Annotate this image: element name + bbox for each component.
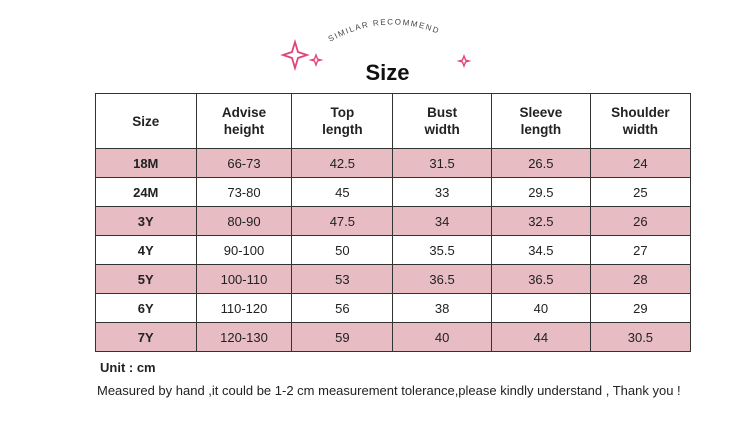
cell: 47.5 [291, 206, 394, 236]
cell: 4Y [95, 235, 197, 265]
cell: 66-73 [195, 148, 293, 178]
row: 4Y 90-100 50 35.5 34.5 27 [95, 235, 692, 265]
cell: 73-80 [195, 177, 293, 207]
cell: 50 [291, 235, 394, 265]
cell: 7Y [95, 322, 197, 352]
title: Size [365, 60, 410, 85]
cell: 36.5 [392, 264, 492, 294]
header-text: Shoulder [611, 105, 670, 120]
cell: 25 [589, 177, 692, 207]
cell: 24 [589, 148, 692, 178]
cell: 120-130 [195, 322, 293, 352]
cell: 33 [392, 177, 492, 207]
header-text: height [223, 122, 265, 137]
header-cell: Size [95, 93, 197, 149]
cell: 45 [291, 177, 394, 207]
header-text: length [322, 122, 363, 137]
sparkle [280, 38, 310, 72]
header-text: width [622, 122, 659, 137]
cell: 24M [95, 177, 197, 207]
cell: 59 [291, 322, 394, 352]
row: 18M 66-73 42.5 31.5 26.5 24 [95, 148, 692, 178]
cell: 18M [95, 148, 197, 178]
cell: 6Y [95, 293, 197, 323]
cell: 42.5 [291, 148, 394, 178]
header-row: Size Advise height Top length Bust width Sleeve… [95, 93, 692, 149]
header-text: Bust [427, 105, 458, 120]
header-text: Sleeve [519, 105, 563, 120]
cell: 40 [490, 293, 591, 323]
decoration: SIMILAR RECOMMEND [280, 17, 472, 72]
header-text: Top [330, 105, 355, 120]
cell: 44 [490, 322, 591, 352]
header-cell: Advise height [195, 93, 293, 149]
row: 6Y 110-120 56 38 40 29 [95, 293, 692, 323]
cell: 38 [392, 293, 492, 323]
row: 5Y 100-110 53 36.5 36.5 28 [95, 264, 692, 294]
row: 24M 73-80 45 33 29.5 25 [95, 177, 692, 207]
tagline-path: SIMILAR RECOMMEND [327, 17, 440, 43]
cell: 34 [392, 206, 492, 236]
cell: 26 [589, 206, 692, 236]
header-cell: Top length [291, 93, 394, 149]
cell: 29.5 [490, 177, 591, 207]
header-text: Size [132, 113, 160, 129]
cell: 110-120 [195, 293, 293, 323]
header-text: width [424, 122, 460, 137]
size-table: Size Advise height Top length Bust width Sleeve… [95, 93, 692, 352]
cell: 3Y [95, 206, 197, 236]
header-text: length [520, 122, 562, 137]
note: Measured by hand ,it could be 1-2 cm mea… [97, 383, 681, 398]
cell: 35.5 [392, 235, 492, 265]
cell: 29 [589, 293, 692, 323]
row: 7Y 120-130 59 40 44 30.5 [95, 322, 692, 352]
unit: Unit : cm [100, 360, 156, 375]
cell: 28 [589, 264, 692, 294]
cell: 80-90 [195, 206, 293, 236]
cell: 56 [291, 293, 394, 323]
cell: 5Y [95, 264, 197, 294]
header-cell: Bust width [392, 93, 492, 149]
cell: 36.5 [490, 264, 591, 294]
cell: 30.5 [589, 322, 692, 352]
cell: 27 [589, 235, 692, 265]
cell: 53 [291, 264, 394, 294]
header-cell: Shoulder width [589, 93, 692, 149]
cell: 100-110 [195, 264, 293, 294]
tagline: SIMILAR RECOMMEND [327, 17, 442, 43]
header-cell: Sleeve length [490, 93, 591, 149]
cell: 32.5 [490, 206, 591, 236]
sparkle [308, 53, 324, 67]
cell: 34.5 [490, 235, 591, 265]
cell: 40 [392, 322, 492, 352]
sparkle [456, 54, 472, 68]
cell: 90-100 [195, 235, 293, 265]
header-text: Advise [221, 105, 267, 120]
row: 3Y 80-90 47.5 34 32.5 26 [95, 206, 692, 236]
cell: 31.5 [392, 148, 492, 178]
cell: 26.5 [490, 148, 591, 178]
